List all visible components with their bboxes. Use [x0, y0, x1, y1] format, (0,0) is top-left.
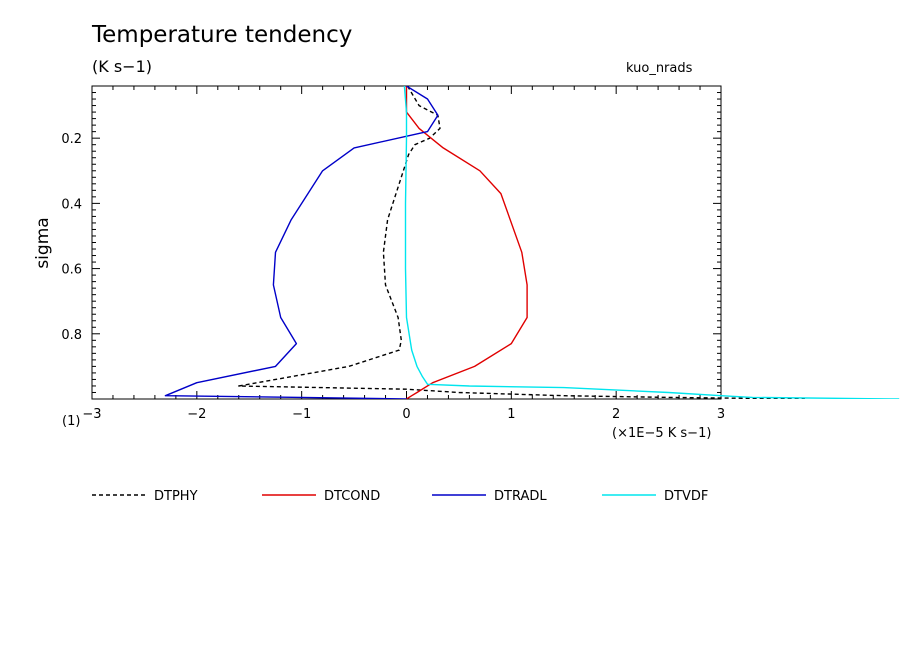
run-label: kuo_nrads — [626, 61, 693, 76]
series-line-dtvdf — [403, 86, 900, 399]
x-tick-label: −3 — [82, 407, 101, 422]
chart-title: Temperature tendency — [92, 22, 353, 48]
y-tick-label: 0.4 — [61, 197, 82, 212]
x-axis-scale-note: (×1E−5 K s−1) — [612, 426, 712, 441]
legend-label-dtcond: DTCOND — [324, 489, 380, 504]
x-tick-label: 0 — [402, 407, 410, 422]
page-number: (1) — [62, 414, 81, 429]
series-line-dtradl — [164, 86, 439, 399]
y-axis-label: sigma — [33, 217, 53, 268]
x-tick-label: −1 — [292, 407, 311, 422]
y-tick-label: 0.2 — [61, 132, 82, 147]
series-line-dtphy — [238, 86, 805, 399]
chart-units: (K s−1) — [92, 57, 152, 76]
legend-label-dtradl: DTRADL — [494, 489, 547, 504]
x-tick-label: 2 — [612, 407, 620, 422]
series-group — [164, 86, 900, 399]
x-tick-label: 1 — [507, 407, 515, 422]
y-tick-label: 0.8 — [61, 328, 82, 343]
y-tick-labels: 0.2 0.4 0.6 0.8 — [61, 132, 82, 343]
y-tick-label: 0.6 — [61, 263, 82, 278]
series-line-dtcond — [405, 86, 528, 399]
legend-label-dtphy: DTPHY — [154, 489, 198, 504]
x-tick-labels: −3 −2 −1 0 1 2 3 — [82, 407, 725, 422]
legend-label-dtvdf: DTVDF — [664, 489, 708, 504]
x-tick-label: 3 — [717, 407, 725, 422]
legend: DTPHY DTCOND DTRADL DTVDF — [92, 489, 708, 504]
x-tick-label: −2 — [187, 407, 206, 422]
axis-ticks — [91, 86, 722, 399]
